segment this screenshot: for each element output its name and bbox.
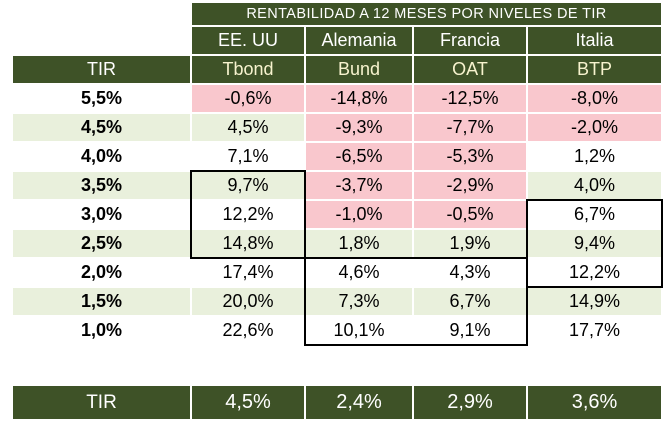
tir-row-label: 2,0% bbox=[13, 259, 190, 286]
country-header-francia: Francia bbox=[414, 27, 526, 54]
return-cell: -1,0% bbox=[306, 201, 412, 228]
tir-column-header: TIR bbox=[13, 56, 190, 83]
return-cell: -5,3% bbox=[414, 143, 526, 170]
return-cell: 14,8% bbox=[192, 230, 304, 257]
bond-header-oat: OAT bbox=[414, 56, 526, 83]
return-cell: 10,1% bbox=[306, 317, 412, 344]
return-cell: -0,6% bbox=[192, 85, 304, 112]
tir-row-label: 1,0% bbox=[13, 317, 190, 344]
tir-row-label: 1,5% bbox=[13, 288, 190, 315]
bond-header-bund: Bund bbox=[306, 56, 412, 83]
return-cell: 1,2% bbox=[528, 143, 661, 170]
tir-row-label: 4,0% bbox=[13, 143, 190, 170]
return-cell: 9,1% bbox=[414, 317, 526, 344]
return-cell: 7,3% bbox=[306, 288, 412, 315]
return-cell: -8,0% bbox=[528, 85, 661, 112]
return-cell: -6,5% bbox=[306, 143, 412, 170]
footer-tir-value-oat: 2,9% bbox=[414, 386, 526, 419]
country-header-alemania: Alemania bbox=[306, 27, 412, 54]
table-title: RENTABILIDAD A 12 MESES POR NIVELES DE T… bbox=[192, 3, 661, 25]
return-cell: 17,7% bbox=[528, 317, 661, 344]
return-cell: -14,8% bbox=[306, 85, 412, 112]
return-cell: -0,5% bbox=[414, 201, 526, 228]
return-cell: 4,0% bbox=[528, 172, 661, 199]
return-cell: 22,6% bbox=[192, 317, 304, 344]
footer-tir-value-tbond: 4,5% bbox=[192, 386, 304, 419]
bond-header-btp: BTP bbox=[528, 56, 661, 83]
return-cell: 4,6% bbox=[306, 259, 412, 286]
tir-row-label: 4,5% bbox=[13, 114, 190, 141]
country-row-blank bbox=[13, 27, 190, 54]
return-cell: 17,4% bbox=[192, 259, 304, 286]
return-cell: 7,1% bbox=[192, 143, 304, 170]
return-cell: 4,5% bbox=[192, 114, 304, 141]
table-spacer bbox=[13, 346, 661, 384]
return-cell: 12,2% bbox=[192, 201, 304, 228]
return-cell: 9,7% bbox=[192, 172, 304, 199]
tir-row-label: 2,5% bbox=[13, 230, 190, 257]
footer-tir-value-btp: 3,6% bbox=[528, 386, 661, 419]
return-cell: 1,8% bbox=[306, 230, 412, 257]
tir-row-label: 5,5% bbox=[13, 85, 190, 112]
bond-header-tbond: Tbond bbox=[192, 56, 304, 83]
corner-blank bbox=[13, 3, 190, 25]
return-cell: 1,9% bbox=[414, 230, 526, 257]
return-cell: 9,4% bbox=[528, 230, 661, 257]
return-cell: -7,7% bbox=[414, 114, 526, 141]
return-cell: 14,9% bbox=[528, 288, 661, 315]
return-cell: 12,2% bbox=[528, 259, 661, 286]
table-grid: RENTABILIDAD A 12 MESES POR NIVELES DE T… bbox=[13, 3, 661, 419]
return-cell: -12,5% bbox=[414, 85, 526, 112]
return-cell: 6,7% bbox=[528, 201, 661, 228]
return-cell: -2,0% bbox=[528, 114, 661, 141]
return-cell: -9,3% bbox=[306, 114, 412, 141]
return-cell: 4,3% bbox=[414, 259, 526, 286]
return-cell: 6,7% bbox=[414, 288, 526, 315]
tir-row-label: 3,5% bbox=[13, 172, 190, 199]
footer-tir-value-bund: 2,4% bbox=[306, 386, 412, 419]
country-header-eeuu: EE. UU bbox=[192, 27, 304, 54]
footer-tir-label: TIR bbox=[13, 386, 190, 419]
return-cell: 20,0% bbox=[192, 288, 304, 315]
return-cell: -3,7% bbox=[306, 172, 412, 199]
tir-row-label: 3,0% bbox=[13, 201, 190, 228]
country-header-italia: Italia bbox=[528, 27, 661, 54]
return-cell: -2,9% bbox=[414, 172, 526, 199]
